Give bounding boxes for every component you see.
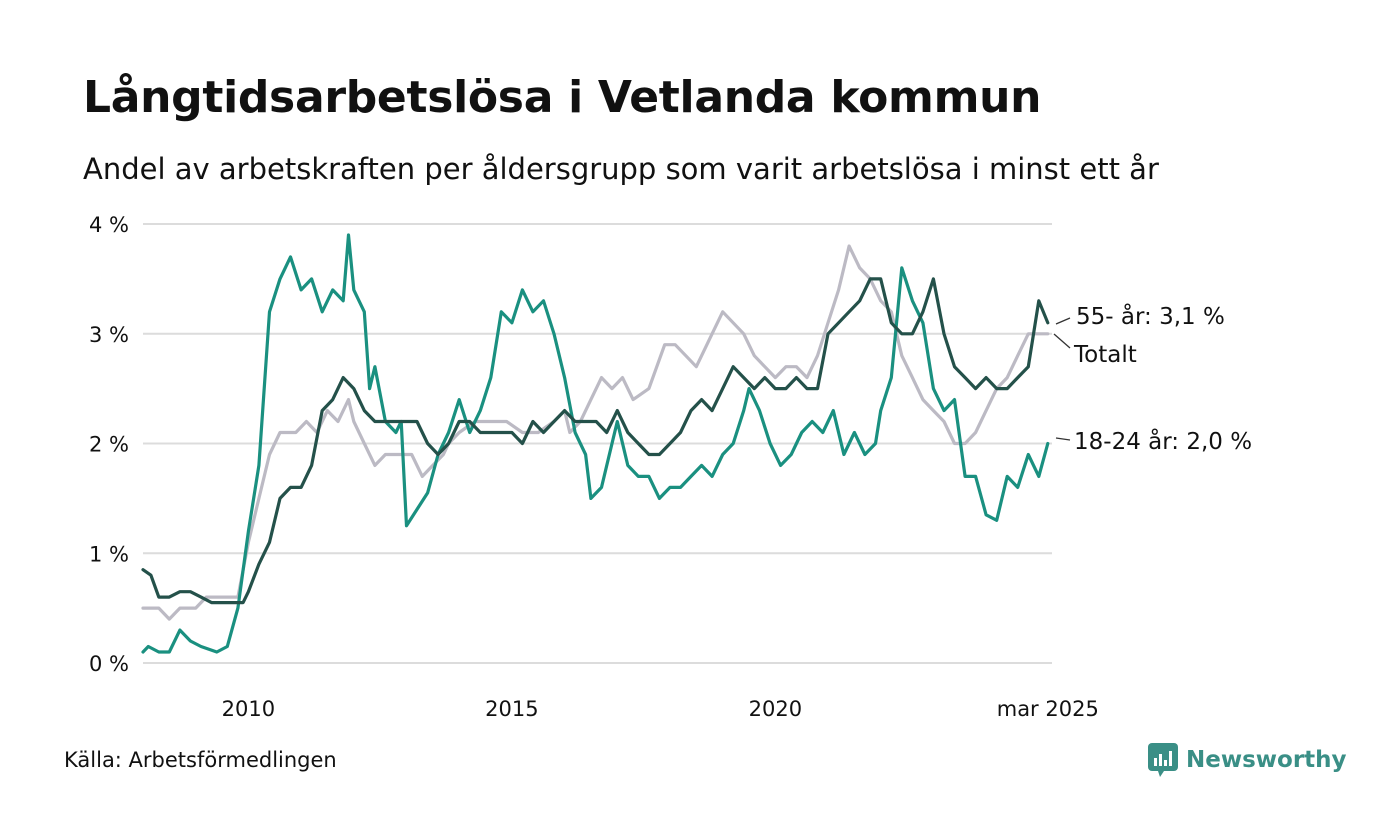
end-labels: Totalt 18-24 år: 2,0 % 55- år: 3,1 % bbox=[1053, 302, 1252, 455]
series-line-1 bbox=[141, 233, 1050, 654]
series-line-2 bbox=[141, 277, 1050, 605]
y-tick-label: 1 % bbox=[89, 542, 129, 566]
y-tick-label: 4 % bbox=[89, 213, 129, 237]
series-end-label: 55- år: 3,1 % bbox=[1076, 302, 1225, 330]
y-tick-label: 2 % bbox=[89, 433, 129, 457]
series-end-label: 18-24 år: 2,0 % bbox=[1074, 427, 1252, 455]
chart-subtitle: Andel av arbetskraften per åldersgrupp s… bbox=[83, 152, 1159, 186]
brand-name: Newsworthy bbox=[1186, 747, 1347, 773]
gridlines bbox=[143, 223, 1052, 664]
x-tick-label: 2015 bbox=[485, 697, 538, 721]
source-note: Källa: Arbetsförmedlingen bbox=[64, 748, 337, 772]
x-tick-label: 2020 bbox=[749, 697, 802, 721]
y-axis: 0 % 1 % 2 % 3 % 4 % bbox=[89, 213, 129, 676]
series-end-label: Totalt bbox=[1073, 342, 1137, 368]
y-tick-label: 0 % bbox=[89, 652, 129, 676]
x-tick-label: 2010 bbox=[222, 697, 275, 721]
chart-title: Långtidsarbetslösa i Vetlanda kommun bbox=[83, 72, 1042, 123]
newsworthy-icon bbox=[1148, 743, 1178, 777]
end-label-leader bbox=[1053, 333, 1071, 349]
brand-logo: Newsworthy bbox=[1148, 743, 1347, 777]
end-label-leader bbox=[1055, 437, 1071, 441]
series-lines bbox=[141, 233, 1050, 654]
end-label-leader bbox=[1055, 317, 1071, 325]
series-line-0 bbox=[141, 244, 1050, 621]
x-axis: 2010 2015 2020 mar 2025 bbox=[222, 697, 1099, 721]
x-tick-label: mar 2025 bbox=[997, 697, 1099, 721]
y-tick-label: 3 % bbox=[89, 323, 129, 347]
